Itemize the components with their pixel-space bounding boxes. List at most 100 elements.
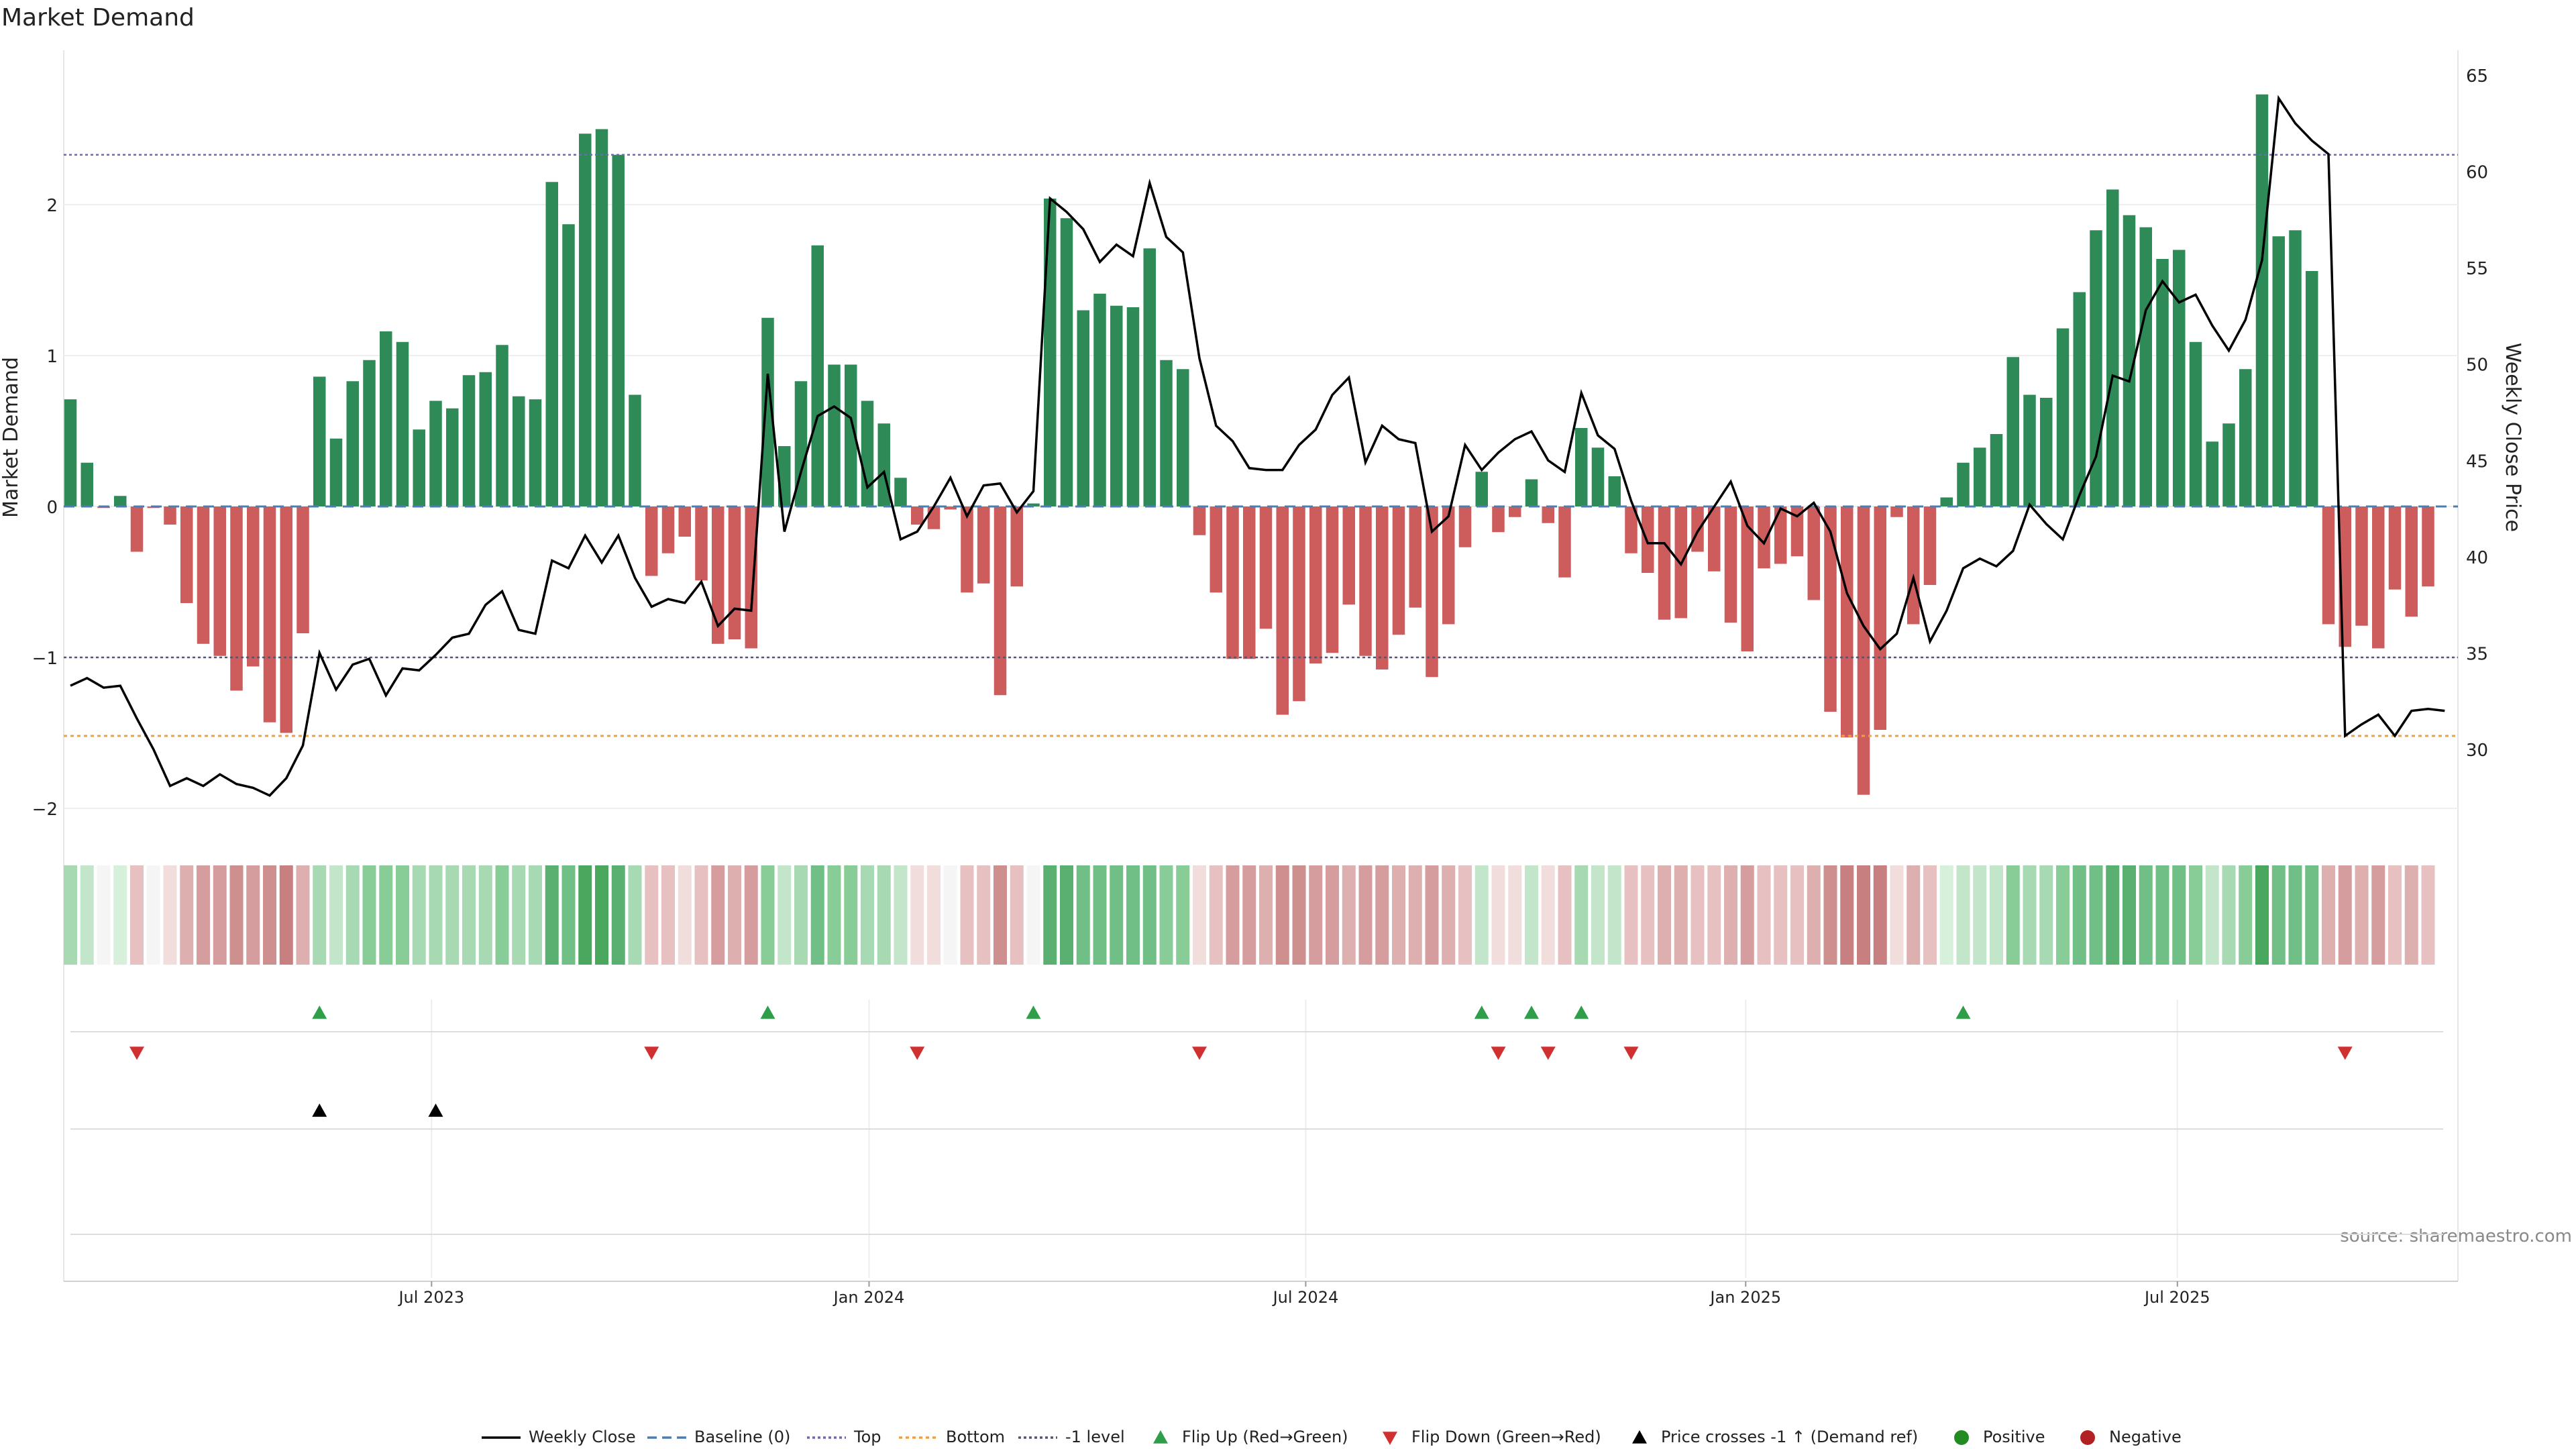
heat-cell [1591, 865, 1605, 965]
heat-cell [827, 865, 841, 965]
heat-cell [628, 865, 642, 965]
heat-cell [2205, 865, 2219, 965]
heat-cell [1857, 865, 1870, 965]
negative-demand-bar [1492, 506, 1505, 533]
price-cross-marker [312, 1104, 327, 1117]
positive-demand-bar [545, 182, 558, 506]
heat-cell [462, 865, 476, 965]
heat-cell [2006, 865, 2020, 965]
heat-cell [2338, 865, 2352, 965]
flip-down-marker [910, 1046, 925, 1060]
negative-demand-bar [1642, 506, 1654, 573]
positive-demand-bar [629, 394, 641, 506]
heat-cell [678, 865, 692, 965]
negative-demand-bar [1243, 506, 1256, 659]
heat-cell [794, 865, 808, 965]
negative-demand-bar [944, 506, 957, 510]
legend-label: Positive [1983, 1428, 2045, 1446]
heat-cell [2039, 865, 2053, 965]
heat-cell [1658, 865, 1671, 965]
heat-cell [2123, 865, 2136, 965]
negative-demand-bar [263, 506, 276, 722]
y2-axis-ticks: 30 35 40 45 50 55 60 65 [2466, 66, 2488, 761]
flip-up-marker [1574, 1006, 1589, 1019]
negative-demand-bar [2405, 506, 2418, 617]
negative-demand-bar [695, 506, 708, 581]
heat-cell [2189, 865, 2202, 965]
heat-cell [379, 865, 393, 965]
y2-tick-label: 30 [2466, 741, 2488, 761]
heat-cell [512, 865, 526, 965]
y2-tick-label: 50 [2466, 356, 2488, 376]
negative-demand-bar [1359, 506, 1372, 656]
negative-demand-bar [2372, 506, 2385, 649]
demand-heat-strip [64, 865, 2435, 965]
positive-demand-bar [413, 429, 425, 506]
x-tick-label: Jul 2025 [2143, 1288, 2210, 1307]
positive-demand-bar [811, 245, 824, 506]
negative-demand-bar [994, 506, 1007, 696]
heat-cell [1176, 865, 1190, 965]
heat-cell [960, 865, 974, 965]
legend-label: Baseline (0) [694, 1428, 790, 1446]
positive-demand-bar [346, 381, 359, 506]
positive-demand-bar [2139, 227, 2152, 506]
heat-cell [927, 865, 941, 965]
heat-cell [810, 865, 824, 965]
heat-cell [578, 865, 592, 965]
heat-cell [894, 865, 908, 965]
heat-cell [2288, 865, 2302, 965]
negative-demand-bar [2388, 506, 2402, 590]
heat-cell [1060, 865, 1073, 965]
positive-demand-bar [1110, 305, 1123, 506]
positive-demand-bar [1143, 248, 1156, 506]
heat-cell [1939, 865, 1953, 965]
heat-cell [80, 865, 94, 965]
heat-cell [645, 865, 659, 965]
negative-demand-bar [661, 506, 675, 553]
negative-demand-bar [1542, 506, 1554, 523]
negative-demand-bar [1790, 506, 1804, 557]
negative-demand-bar [645, 506, 658, 576]
heat-cell [2106, 865, 2120, 965]
heat-cell [1425, 865, 1439, 965]
negative-demand-bar [230, 506, 243, 691]
price-cross-marker [428, 1104, 443, 1117]
y-tick-label: −1 [32, 649, 58, 669]
flip-down-marker [1540, 1046, 1556, 1060]
negative-demand-bar [1293, 506, 1305, 702]
heat-cell [1558, 865, 1572, 965]
positive-demand-bar [2255, 94, 2269, 506]
positive-demand-bar [396, 341, 409, 506]
heat-cell [2139, 865, 2153, 965]
flip-down-marker [1192, 1046, 1207, 1060]
heat-cell [877, 865, 891, 965]
heat-cell [661, 865, 675, 965]
legend-down-triangle [1383, 1432, 1397, 1445]
heat-cell [296, 865, 310, 965]
positive-demand-bar [2073, 292, 2086, 506]
heat-cell [777, 865, 792, 965]
flip-down-marker [1491, 1046, 1506, 1060]
heat-cell [1541, 865, 1555, 965]
y-tick-label: 0 [46, 498, 58, 518]
legend-up-triangle [1153, 1430, 1168, 1444]
x-tick-label: Jan 2024 [833, 1288, 905, 1307]
legend-dot-swatch [2080, 1430, 2095, 1445]
positive-demand-bar [1575, 428, 1588, 506]
negative-demand-bar [1276, 506, 1289, 715]
positive-demand-bar [2023, 394, 2036, 506]
positive-demand-bar [2040, 398, 2053, 506]
heat-cell [2155, 865, 2169, 965]
positive-demand-bar [861, 400, 874, 506]
flip-up-marker [1955, 1006, 1971, 1019]
positive-demand-bar [794, 381, 808, 506]
weekly-close-line [70, 95, 2445, 798]
negative-demand-bar [1259, 506, 1273, 629]
negative-demand-bar [1824, 506, 1837, 712]
heat-cell [2388, 865, 2402, 965]
heat-cell [495, 865, 509, 965]
heat-cell [229, 865, 244, 965]
